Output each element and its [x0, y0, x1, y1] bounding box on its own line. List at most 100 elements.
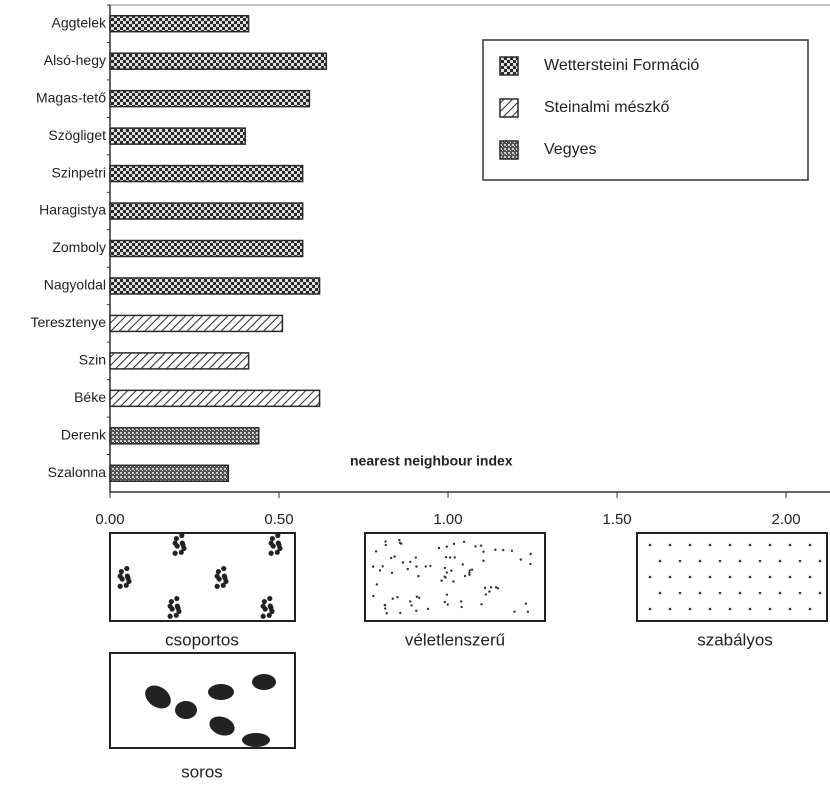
cluster-dot [262, 599, 267, 604]
regular-dot [649, 544, 652, 547]
random-dot [446, 593, 448, 595]
bar [110, 428, 259, 444]
regular-dot [749, 544, 752, 547]
cluster-dot [215, 584, 220, 589]
random-dot [520, 558, 522, 560]
bar [110, 465, 228, 481]
random-dot [446, 571, 448, 573]
cluster-dot [179, 550, 184, 555]
y-tick-label: Teresztenye [31, 314, 107, 330]
random-dot [460, 600, 462, 602]
y-tick-label: Nagyoldal [44, 277, 106, 293]
pattern-examples: csoportos véletlenszerű szabályos soros [110, 533, 827, 782]
random-dot [454, 556, 456, 558]
cluster-dot [275, 533, 280, 538]
y-tick-label: Szögliget [48, 127, 106, 143]
random-dot [480, 544, 482, 546]
random-dot [375, 550, 377, 552]
regular-dot [719, 560, 722, 563]
example-box [110, 653, 295, 748]
random-dot [407, 568, 409, 570]
random-dot [485, 593, 487, 595]
random-dot [513, 610, 515, 612]
random-dot [480, 603, 482, 605]
example-box [637, 533, 827, 621]
random-dot [409, 600, 411, 602]
y-tick-label: Szalonna [48, 464, 107, 480]
regular-dot [759, 560, 762, 563]
random-dot [384, 540, 386, 542]
bar [110, 278, 320, 294]
regular-dot [789, 608, 792, 611]
random-dot [482, 560, 484, 562]
cluster-dot [222, 574, 227, 579]
bar [110, 91, 309, 107]
cluster-dot [173, 541, 178, 546]
regular-dot [689, 576, 692, 579]
bar [110, 241, 303, 257]
cluster-dot [174, 596, 179, 601]
random-dot [525, 602, 527, 604]
random-dot [386, 612, 388, 614]
legend-swatch [500, 141, 518, 159]
random-dot [384, 607, 386, 609]
random-dot [484, 587, 486, 589]
blob [175, 701, 197, 719]
cluster-dot [275, 550, 280, 555]
regular-dot [759, 592, 762, 595]
random-dot [446, 545, 448, 547]
random-dot [438, 547, 440, 549]
random-dot [372, 595, 374, 597]
random-dot [444, 601, 446, 603]
random-dot [444, 575, 446, 577]
random-dot [399, 542, 401, 544]
random-dot [393, 555, 395, 557]
cluster-dot [276, 541, 281, 546]
regular-dot [729, 544, 732, 547]
regular-dot [779, 592, 782, 595]
random-dot [494, 549, 496, 551]
cluster-dot [124, 583, 129, 588]
random-dot [468, 571, 470, 573]
random-dot [463, 541, 465, 543]
random-dot [495, 586, 497, 588]
random-dot [529, 553, 531, 555]
regular-dot [769, 608, 772, 611]
cluster-dot [175, 604, 180, 609]
y-tick-label: Derenk [61, 427, 107, 443]
random-dot [444, 567, 446, 569]
random-dot [379, 569, 381, 571]
random-dot [392, 597, 394, 599]
random-dot [381, 565, 383, 567]
random-dot [416, 596, 418, 598]
cluster-dot [174, 613, 179, 618]
regular-dot [659, 592, 662, 595]
bar [110, 128, 245, 144]
cluster-dot [261, 614, 266, 619]
y-tick-label: Magas-tető [36, 89, 106, 105]
bar [110, 16, 249, 32]
random-dot [468, 574, 470, 576]
random-dot [452, 580, 454, 582]
random-dot [390, 557, 392, 559]
cluster-dot [215, 574, 220, 579]
cluster-dot [124, 566, 129, 571]
example-label: véletlenszerű [405, 630, 505, 649]
blob [252, 674, 276, 690]
random-dot [391, 572, 393, 574]
random-dot [440, 580, 442, 582]
regular-dot [709, 608, 712, 611]
cluster-dot [125, 574, 130, 579]
regular-dot [749, 608, 752, 611]
regular-dot [669, 608, 672, 611]
regular-dot [659, 560, 662, 563]
cluster-dot [269, 541, 274, 546]
random-dot [384, 604, 386, 606]
random-dot [410, 604, 412, 606]
x-tick-label: 0.00 [95, 511, 124, 528]
y-tick-label: Aggtelek [52, 14, 107, 30]
cluster-dot [174, 536, 179, 541]
cluster-dot [268, 604, 273, 609]
regular-dot [649, 608, 652, 611]
cluster-dot [169, 599, 174, 604]
